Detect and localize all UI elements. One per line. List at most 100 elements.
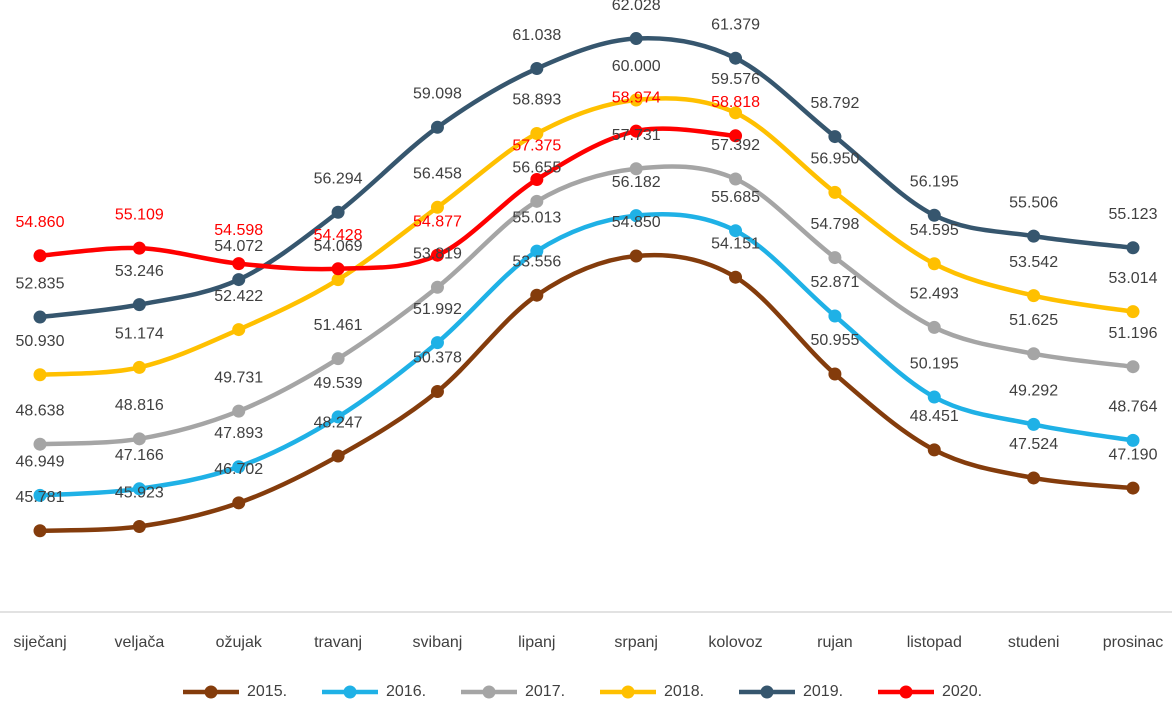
data-point: [331, 410, 345, 424]
data-label: 54.072: [214, 238, 263, 255]
data-point: [232, 323, 246, 337]
data-point: [927, 257, 941, 271]
data-point: [1027, 289, 1041, 303]
data-label: 58.792: [810, 95, 859, 112]
x-tick-label: srpanj: [614, 634, 658, 651]
data-point: [132, 482, 146, 496]
data-point: [927, 320, 941, 334]
data-label: 56.950: [810, 151, 859, 168]
data-point: [1126, 241, 1140, 255]
data-point: [232, 273, 246, 287]
legend-label: 2020.: [942, 683, 982, 700]
data-point: [430, 280, 444, 294]
data-label: 48.764: [1109, 399, 1158, 416]
legend-marker: [343, 685, 357, 699]
data-label: 48.247: [314, 414, 363, 431]
data-label: 54.850: [612, 214, 661, 231]
x-tick-label: lipanj: [518, 634, 555, 651]
data-label: 47.166: [115, 447, 164, 464]
data-label: 57.731: [612, 127, 661, 144]
x-tick-label: prosinac: [1103, 634, 1163, 651]
x-tick-label: travanj: [314, 634, 362, 651]
series-line: [39, 164, 1134, 447]
data-label: 54.877: [413, 213, 462, 230]
data-point: [828, 309, 842, 323]
legend-marker: [899, 685, 913, 699]
x-tick-label: studeni: [1008, 634, 1060, 651]
data-point: [927, 390, 941, 404]
data-label: 53.819: [413, 245, 462, 262]
data-point: [232, 257, 246, 271]
data-label: 48.451: [910, 408, 959, 425]
data-label: 48.816: [115, 397, 164, 414]
data-label: 52.871: [810, 274, 859, 291]
data-label: 49.539: [314, 375, 363, 392]
data-point: [430, 384, 444, 398]
data-label: 54.151: [711, 235, 760, 252]
data-point: [927, 208, 941, 222]
data-point: [132, 360, 146, 374]
data-label: 59.576: [711, 71, 760, 88]
data-label: 55.109: [115, 206, 164, 223]
data-label: 51.461: [314, 317, 363, 334]
data-point: [132, 298, 146, 312]
data-point: [729, 51, 743, 65]
data-point: [629, 124, 643, 138]
data-point: [828, 367, 842, 381]
data-label: 62.028: [612, 0, 661, 14]
data-label: 61.379: [711, 16, 760, 33]
data-point: [530, 244, 544, 258]
data-point: [629, 32, 643, 46]
data-label: 46.949: [16, 454, 65, 471]
data-label: 55.685: [711, 189, 760, 206]
data-point: [1126, 433, 1140, 447]
data-point: [33, 437, 47, 451]
data-point: [1126, 305, 1140, 319]
data-label: 52.493: [910, 286, 959, 303]
data-point: [530, 288, 544, 302]
data-point: [33, 310, 47, 324]
data-label: 56.655: [512, 160, 561, 177]
data-label: 54.598: [214, 222, 263, 239]
data-label: 58.893: [512, 92, 561, 109]
data-label: 50.930: [16, 333, 65, 350]
legend-label: 2018.: [664, 683, 704, 700]
data-point: [430, 120, 444, 134]
data-label: 56.195: [910, 173, 959, 190]
data-label: 51.992: [413, 301, 462, 318]
series-line: [39, 35, 1134, 320]
data-label: 55.506: [1009, 194, 1058, 211]
data-point: [729, 129, 743, 143]
data-label: 50.195: [910, 355, 959, 372]
data-label: 50.378: [413, 350, 462, 367]
data-label: 52.422: [214, 288, 263, 305]
data-point: [629, 249, 643, 263]
data-point: [33, 249, 47, 263]
data-point: [1027, 347, 1041, 361]
data-point: [33, 524, 47, 538]
legend-label: 2015.: [247, 683, 287, 700]
data-point: [1126, 360, 1140, 374]
data-point: [828, 130, 842, 144]
data-label: 51.196: [1109, 325, 1158, 342]
x-tick-label: rujan: [817, 634, 853, 651]
legend-label: 2017.: [525, 683, 565, 700]
data-label: 56.294: [314, 170, 363, 187]
data-point: [828, 185, 842, 199]
data-label: 58.818: [711, 94, 760, 111]
data-point: [530, 194, 544, 208]
data-label: 55.123: [1109, 206, 1158, 223]
data-label: 58.974: [612, 89, 661, 106]
data-point: [430, 336, 444, 350]
data-point: [1027, 417, 1041, 431]
x-tick-label: listopad: [907, 634, 962, 651]
series-line: [39, 96, 1134, 378]
legend-marker: [621, 685, 635, 699]
data-point: [132, 432, 146, 446]
data-label: 60.000: [612, 58, 661, 75]
x-tick-label: veljača: [114, 634, 164, 651]
data-point: [629, 209, 643, 223]
data-point: [629, 93, 643, 107]
data-label: 53.556: [512, 253, 561, 270]
